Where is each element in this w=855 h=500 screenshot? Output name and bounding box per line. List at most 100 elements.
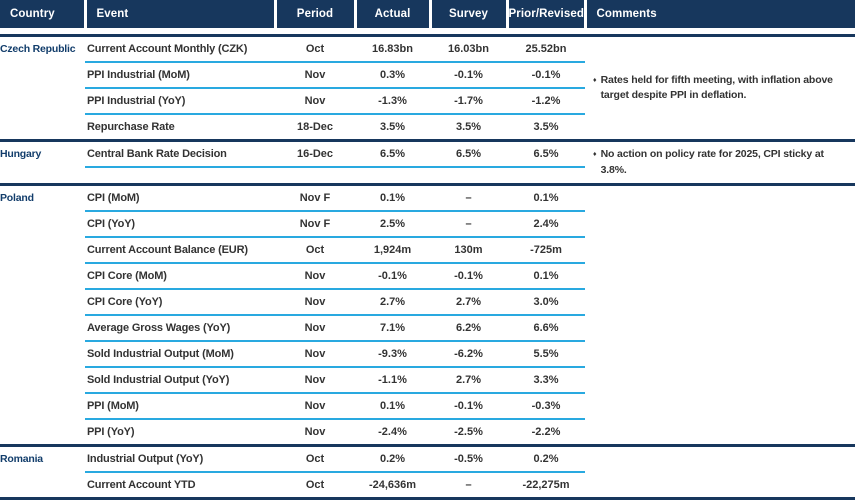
actual-cell: -24,636m [368,479,417,491]
event-cell: Repurchase Rate [87,121,175,133]
event-cell: CPI (MoM) [85,186,275,212]
actual-cell: 0.1% [355,393,430,420]
country-cell: Romania [0,453,43,465]
country-cell: Czech Republic [0,43,76,55]
table-row: Sold Industrial Output (YoY) Nov -1.1% 2.7%… [0,367,855,394]
header-separator [0,34,855,37]
survey-cell: 130m [430,237,507,264]
country-cell: Hungary [0,148,42,160]
table-body: Czech Republic Current Account Monthly (C… [0,37,855,500]
prior-cell: 6.5% [507,142,585,168]
survey-cell: – [430,211,507,238]
header-cell-actual: Actual [355,0,432,28]
survey-cell: -0.1% [430,263,507,290]
survey-cell: – [430,186,507,212]
event-cell: CPI Core (MoM) [85,263,275,290]
event-cell: CPI (YoY) [85,211,275,238]
table-row: PPI (YoY) Nov -2.4% -2.5% -2.2% [0,419,855,444]
actual-cell: 2.7% [355,289,430,316]
table-row: Romania Industrial Output (YoY) Oct 0.2% -0.… [0,447,855,473]
comment-cell [585,186,855,444]
comment-bullet-icon: ♦ [593,151,597,159]
table-row: PPI Industrial (YoY) Nov -1.3% -1.7% -1.2% [0,88,855,115]
actual-cell: -9.3% [355,341,430,368]
actual-cell: -0.1% [355,263,430,290]
event-cell: PPI Industrial (YoY) [85,88,275,115]
actual-cell: 16.83bn [355,37,430,63]
survey-cell: -0.1% [430,393,507,420]
event-cell: Current Account YTD [87,479,196,491]
prior-cell: 3.0% [507,289,585,316]
actual-cell: 1,924m [355,237,430,264]
event-cell: Central Bank Rate Decision [85,142,275,168]
event-cell: PPI (MoM) [85,393,275,420]
prior-cell: 0.1% [507,263,585,290]
prior-cell: 3.3% [507,367,585,394]
event-cell: PPI Industrial (MoM) [85,62,275,89]
survey-cell: 16.03bn [430,37,507,63]
table-row: CPI Core (YoY) Nov 2.7% 2.7% 3.0% [0,289,855,316]
actual-cell: 7.1% [355,315,430,342]
comment-cell: ♦ Rates held for fifth meeting, with infl… [585,37,855,139]
event-cell: Sold Industrial Output (YoY) [85,367,275,394]
header-cell-survey: Survey [430,0,509,28]
group-separator [0,139,855,142]
header-row: Country Event Period Actual Survey Prior… [0,0,855,28]
survey-cell: 6.5% [430,142,507,168]
actual-cell: 0.1% [355,186,430,212]
prior-cell: -22,275m [522,479,570,491]
period-cell: Oct [305,479,325,491]
survey-cell: – [465,479,472,491]
actual-cell: 6.5% [355,142,430,168]
actual-cell: -1.1% [355,367,430,394]
prior-cell: 2.4% [507,211,585,238]
period-cell: Nov [275,341,355,368]
prior-cell: 0.2% [507,447,585,473]
table-row: CPI Core (MoM) Nov -0.1% -0.1% 0.1% [0,263,855,290]
survey-cell: -6.2% [430,341,507,368]
country-cell: Poland [0,192,34,204]
comment-cell: ♦ No action on policy rate for 2025, CPI … [585,142,855,183]
prior-cell: -1.2% [507,88,585,115]
table-row: PPI (MoM) Nov 0.1% -0.1% -0.3% [0,393,855,420]
table-row: Average Gross Wages (YoY) Nov 7.1% 6.2% 6.6% [0,315,855,342]
period-cell: Nov [275,393,355,420]
prior-cell: 5.5% [507,341,585,368]
spacer-cell [85,167,585,183]
period-cell: 18-Dec [296,121,334,133]
prior-cell: 0.1% [507,186,585,212]
comment-text: No action on policy rate for 2025, CPI s… [600,148,824,176]
survey-cell: -0.1% [430,62,507,89]
group-separator-line [0,183,855,186]
event-cell: Current Account Monthly (CZK) [85,37,275,63]
actual-cell: -2.4% [378,426,407,438]
prior-cell: 3.5% [533,121,559,133]
table-row: Repurchase Rate 18-Dec 3.5% 3.5% 3.5% [0,114,855,139]
comment: ♦ No action on policy rate for 2025, CPI … [593,147,851,177]
period-cell: Nov [275,62,355,89]
event-cell: Industrial Output (YoY) [85,447,275,473]
header-cell-comments: Comments [585,0,855,28]
comment: ♦ Rates held for fifth meeting, with infl… [593,73,851,103]
period-cell: Nov [275,367,355,394]
table-row: Czech Republic Current Account Monthly (C… [0,37,855,101]
actual-cell: 0.2% [355,447,430,473]
period-cell: Nov [275,263,355,290]
survey-cell: 3.5% [455,121,482,133]
comment-text: Rates held for fifth meeting, with infla… [600,73,833,101]
header-cell-period: Period [275,0,357,28]
period-cell: Nov [275,88,355,115]
header-cell-prior-revised: Prior/Revised [507,0,587,28]
prior-cell: 25.52bn [507,37,585,63]
group-separator-line [0,139,855,142]
header-cell-event: Event [85,0,277,28]
event-cell: CPI Core (YoY) [85,289,275,316]
event-cell: PPI (YoY) [87,426,135,438]
prior-cell: -725m [507,237,585,264]
survey-cell: -1.7% [430,88,507,115]
survey-cell: 2.7% [430,289,507,316]
survey-cell: 6.2% [430,315,507,342]
table-row: Poland CPI (MoM) Nov F 0.1% –0.1% [0,186,855,212]
prior-cell: -2.2% [531,426,561,438]
event-cell: Average Gross Wages (YoY) [85,315,275,342]
